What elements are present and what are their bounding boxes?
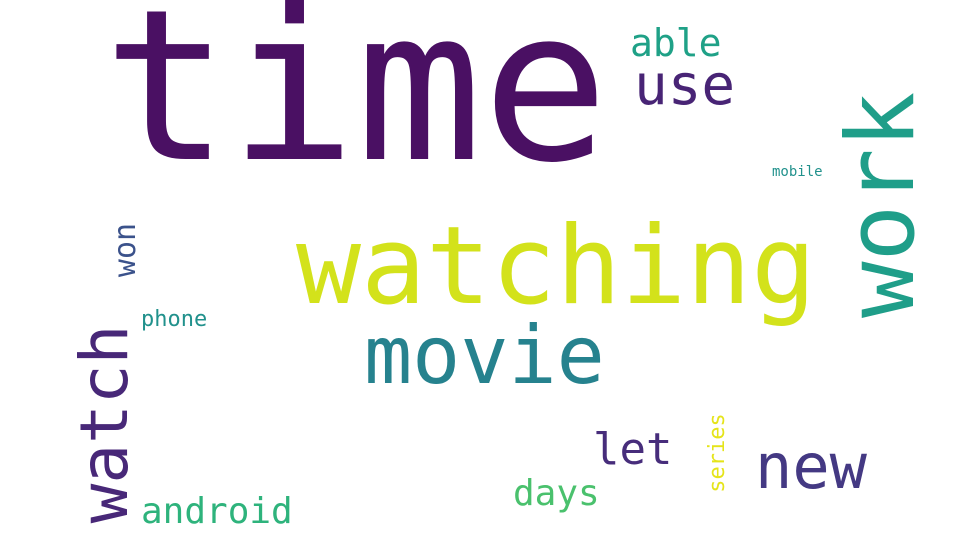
word-use: use bbox=[634, 53, 736, 118]
word-movie: movie bbox=[364, 309, 605, 402]
word-android: android bbox=[141, 491, 293, 532]
word-mobile: mobile bbox=[772, 164, 823, 180]
word-series: series bbox=[705, 413, 730, 493]
word-time: time bbox=[103, 0, 609, 209]
word-watching: watching bbox=[296, 204, 817, 329]
word-let: let bbox=[593, 424, 673, 475]
word-watch: watch bbox=[66, 324, 143, 524]
word-days: days bbox=[513, 473, 600, 514]
word-won: won bbox=[108, 222, 143, 278]
word-phone: phone bbox=[141, 307, 208, 332]
word-new: new bbox=[755, 430, 867, 503]
word-work: work bbox=[827, 91, 936, 318]
word-able: able bbox=[630, 21, 722, 65]
